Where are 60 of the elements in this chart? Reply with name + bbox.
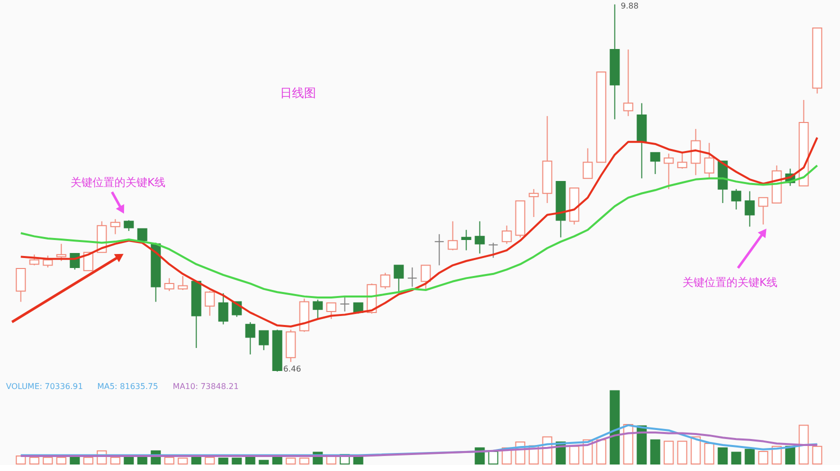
bar [245,456,256,464]
text: MA10: 73848.21 [172,382,239,391]
bar [232,458,242,464]
bar [353,456,364,464]
candlestick [218,292,228,325]
bar [124,456,134,464]
candlestick [394,264,404,294]
annotation: 关键位置的关键K线 [682,276,778,289]
candlestick [664,153,674,190]
bar [272,456,282,464]
bar [731,452,742,464]
annotation: 6.46 [283,364,302,374]
candlestick [312,299,323,320]
candlestick [258,330,269,351]
candlestick [434,234,444,266]
annotation: 关键位置的关键K线 [70,176,166,189]
candlestick [582,148,593,179]
candlestick [650,152,660,175]
candlestick [340,296,350,312]
bar [70,456,80,464]
candlestick [690,128,701,176]
bar [218,458,228,464]
candlestick [29,254,40,266]
candlestick [731,188,742,210]
candlestick [124,220,134,232]
candlestick [488,242,498,258]
candlestick [461,229,472,251]
bar [718,447,728,464]
candlestick [744,190,755,228]
candlestick [178,276,188,290]
candlestick [677,150,688,170]
bar [650,439,660,464]
text: VOLUME: 70336.91 [6,382,83,391]
candlestick [245,322,256,355]
candlestick [528,188,539,218]
bar [636,425,647,464]
candlestick [42,255,53,268]
candlestick [704,142,714,179]
bar [258,460,269,464]
candlestick [164,278,174,292]
candlestick [204,290,215,316]
candlestick [326,302,336,320]
text: 日线图 [280,86,316,100]
candlestick [110,218,120,235]
text: MA5: 81635.75 [97,382,158,391]
candlestick [407,266,418,288]
candlestick [448,220,458,251]
annotation: 9.88 [620,1,639,10]
candlestick [474,220,485,254]
candlestick [16,268,26,302]
candlestick [56,243,66,262]
candlestick [502,225,512,244]
bar [785,446,796,464]
bar [610,390,620,464]
candlestick [420,264,431,290]
candlestick [623,49,634,117]
candlestick [758,197,768,226]
bar [744,448,755,464]
candlestick [380,272,390,290]
bar [137,456,148,464]
